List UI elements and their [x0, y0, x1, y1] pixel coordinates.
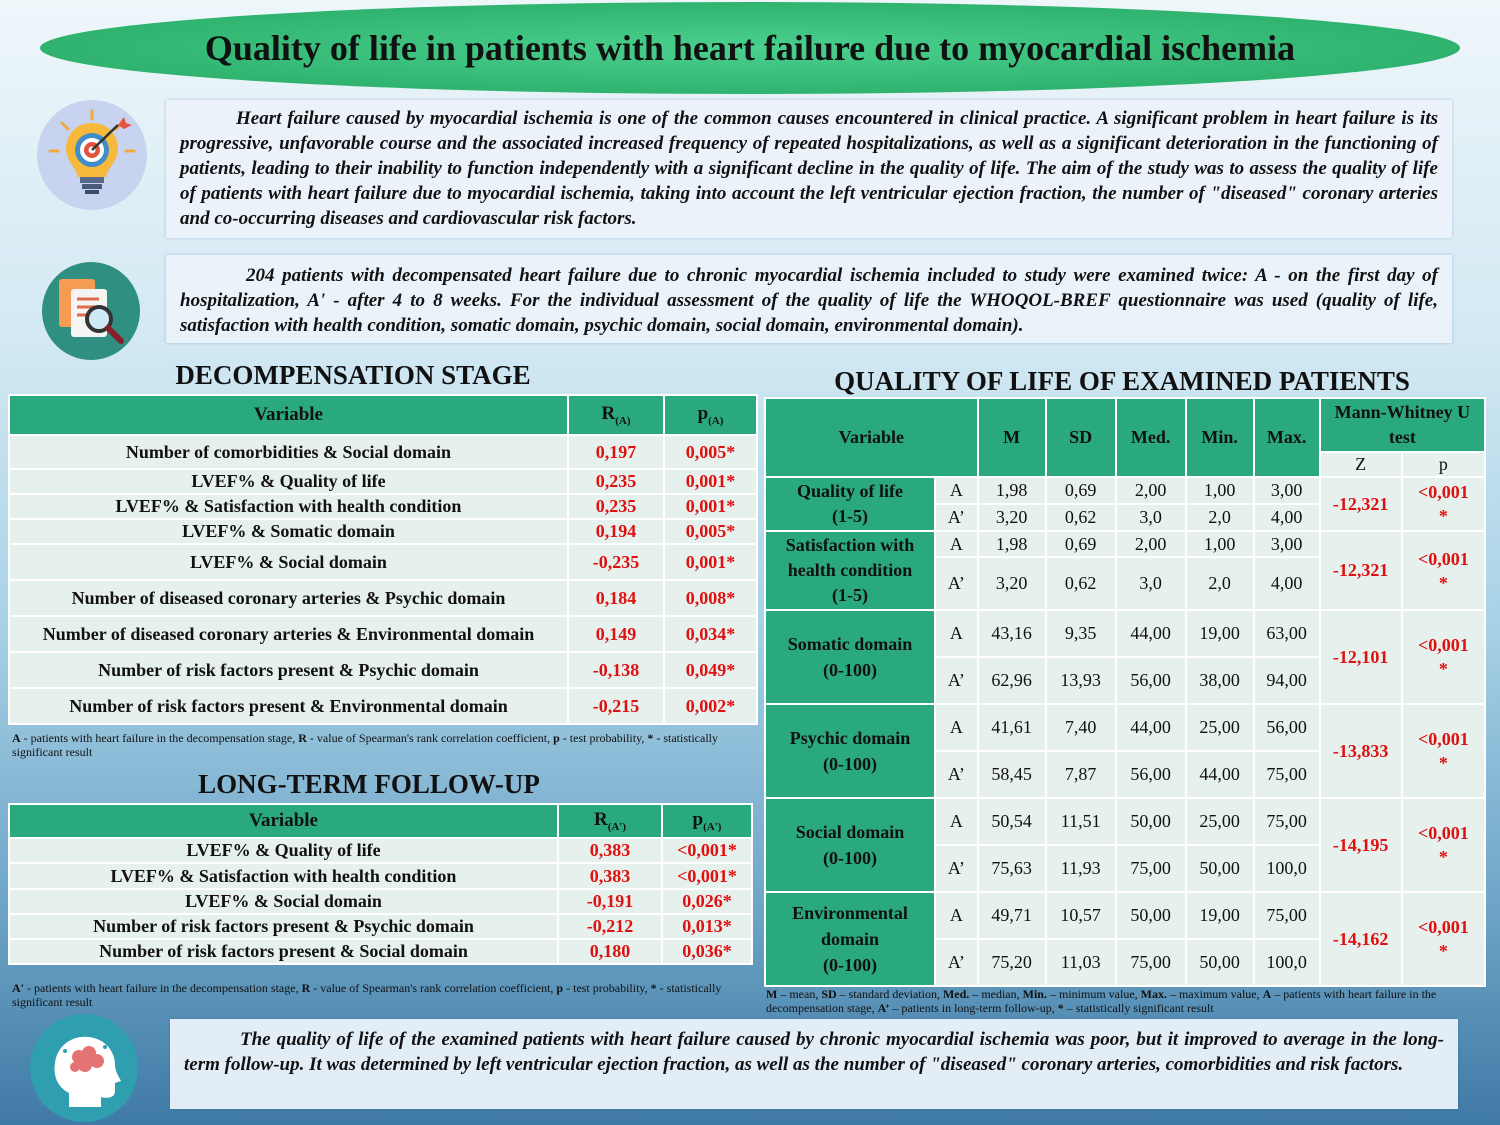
- table-row: LVEF% & Quality of life 0,383 <0,001*: [10, 839, 751, 862]
- follow-up-title: LONG-TERM FOLLOW-UP: [198, 769, 540, 799]
- table-row: LVEF% & Quality of life 0,235 0,001*: [10, 470, 756, 493]
- table-row: A’ 75,63 11,93 75,00 50,00 100,0: [766, 846, 1484, 891]
- table-row: LVEF% & Social domain -0,235 0,001*: [10, 545, 756, 579]
- decompensation-table: Variable R(A) p(A) Number of comorbiditi…: [8, 394, 758, 725]
- header-r: R(A): [569, 396, 663, 434]
- header-median: Med.: [1116, 399, 1185, 476]
- header-p: p(A): [665, 396, 756, 434]
- table-row: A’ 58,45 7,87 56,00 44,00 75,00: [766, 752, 1484, 797]
- header-mean: M: [978, 399, 1045, 476]
- table-row: Psychic domain (0-100) A 41,61 7,40 44,00 25,…: [766, 705, 1484, 797]
- header-p: p: [1402, 453, 1484, 476]
- table-row: A’ 3,20 0,62 3,0 2,0 4,00: [766, 558, 1484, 609]
- header-variable: Variable: [10, 805, 557, 837]
- table-row: LVEF% & Social domain -0,191 0,026*: [10, 890, 751, 913]
- methods-text: 204 patients with decompensated heart fa…: [166, 255, 1452, 343]
- decompensation-title: DECOMPENSATION STAGE: [175, 360, 531, 390]
- follow-up-footnote: A' - patients with heart failure in the …: [12, 981, 722, 1009]
- table-row: Number of risk factors present & Psychic…: [10, 915, 751, 938]
- table-row: Somatic domain (0-100) A 43,16 9,35 44,00 19,…: [766, 611, 1484, 703]
- header-min: Min.: [1186, 399, 1253, 476]
- introduction-text: Heart failure caused by myocardial ische…: [166, 100, 1452, 238]
- table-row: A’ 62,96 13,93 56,00 38,00 94,00: [766, 658, 1484, 703]
- header-mann-whitney: Mann-Whitney U test: [1320, 399, 1484, 451]
- table-row: Satisfaction with health condition (1-5) A…: [766, 532, 1484, 609]
- header-variable: Variable: [10, 396, 567, 434]
- conclusion-text: The quality of life of the examined pati…: [170, 1019, 1458, 1109]
- table-row: LVEF% & Satisfaction with health conditi…: [10, 864, 751, 888]
- header-z: Z: [1320, 453, 1401, 476]
- head-brain-icon: [30, 1014, 138, 1122]
- table-row: Number of risk factors present & Psychic…: [10, 653, 756, 687]
- document-search-icon: [42, 262, 140, 360]
- table-row: Number of risk factors present & Environ…: [10, 689, 756, 723]
- table-row: Environmental domain (0-100) A 49,71 10,57 50…: [766, 893, 1484, 985]
- table-row: Number of risk factors present & Social …: [10, 940, 751, 963]
- decompensation-footnote: A - patients with heart failure in the d…: [12, 731, 718, 759]
- table-row: LVEF% & Satisfaction with health conditi…: [10, 495, 756, 518]
- table-row: Number of diseased coronary arteries & E…: [10, 617, 756, 651]
- table-row: Quality of life (1-5) A 1,98 0,69 2,00 1,00 3,…: [766, 478, 1484, 530]
- table-row: Social domain (0-100) A 50,54 11,51 50,00 25,…: [766, 799, 1484, 891]
- table-row: Number of comorbidities & Social domain 0…: [10, 436, 756, 468]
- title-banner: Quality of life in patients with heart f…: [40, 2, 1460, 94]
- header-max: Max.: [1254, 399, 1319, 476]
- quality-of-life-table: Variable M SD Med. Min. Max. Mann-Whitne…: [764, 397, 1486, 987]
- page-title: Quality of life in patients with heart f…: [204, 28, 1296, 68]
- table-row: Number of diseased coronary arteries & P…: [10, 581, 756, 615]
- table-row: A’ 3,20 0,62 3,0 2,0 4,00: [766, 505, 1484, 530]
- table-row: A’ 75,20 11,03 75,00 50,00 100,0: [766, 940, 1484, 985]
- target-lightbulb-icon: [37, 100, 147, 210]
- header-p: p(A'): [663, 805, 751, 837]
- header-r: R(A'): [559, 805, 661, 837]
- header-sd: SD: [1046, 399, 1115, 476]
- quality-of-life-footnote: M – mean, SD – standard deviation, Med. …: [766, 987, 1437, 1015]
- quality-of-life-title: QUALITY OF LIFE OF EXAMINED PATIENTS: [834, 366, 1410, 396]
- table-row: LVEF% & Somatic domain 0,194 0,005*: [10, 520, 756, 543]
- header-variable: Variable: [766, 399, 977, 476]
- follow-up-table: Variable R(A') p(A') LVEF% & Quality of …: [8, 803, 753, 965]
